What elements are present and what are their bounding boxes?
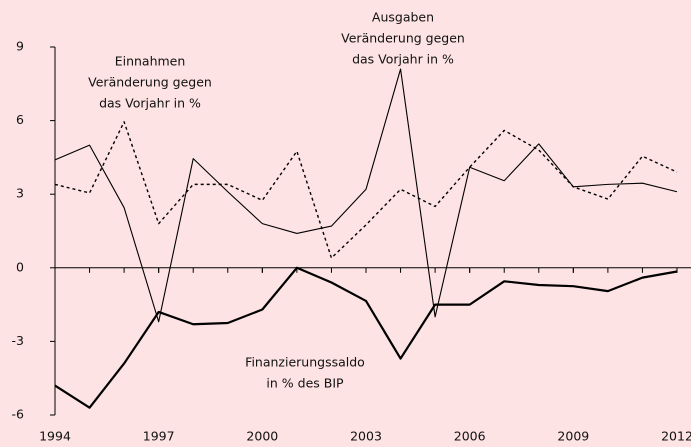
x-tick-label: 2000 <box>246 429 278 444</box>
annotation: in % des BIP <box>266 376 344 391</box>
annotation: Veränderung gegen <box>88 75 212 90</box>
series-line <box>54 121 678 259</box>
annotation: Ausgaben <box>372 10 434 25</box>
y-tick-label: 0 <box>16 259 24 274</box>
annotation: das Vorjahr in % <box>99 96 201 111</box>
x-tick-label: 2009 <box>557 429 589 444</box>
series-line <box>54 266 678 409</box>
y-tick-label: 6 <box>16 112 24 127</box>
y-tick-label: -3 <box>12 333 24 348</box>
x-tick-label: 1997 <box>143 429 175 444</box>
annotation: das Vorjahr in % <box>352 52 454 67</box>
annotation: Finanzierungssaldo <box>245 355 365 370</box>
annotation: Veränderung gegen <box>341 31 465 46</box>
y-tick-label: 3 <box>16 186 24 201</box>
y-tick-label: -6 <box>12 407 25 422</box>
annotation: Einnahmen <box>115 54 186 69</box>
x-tick-label: 1994 <box>39 429 71 444</box>
x-tick-label: 2006 <box>454 429 486 444</box>
x-tick-label: 2012 <box>661 429 691 444</box>
y-tick-label: 9 <box>16 39 24 54</box>
x-tick-label: 2003 <box>350 429 382 444</box>
